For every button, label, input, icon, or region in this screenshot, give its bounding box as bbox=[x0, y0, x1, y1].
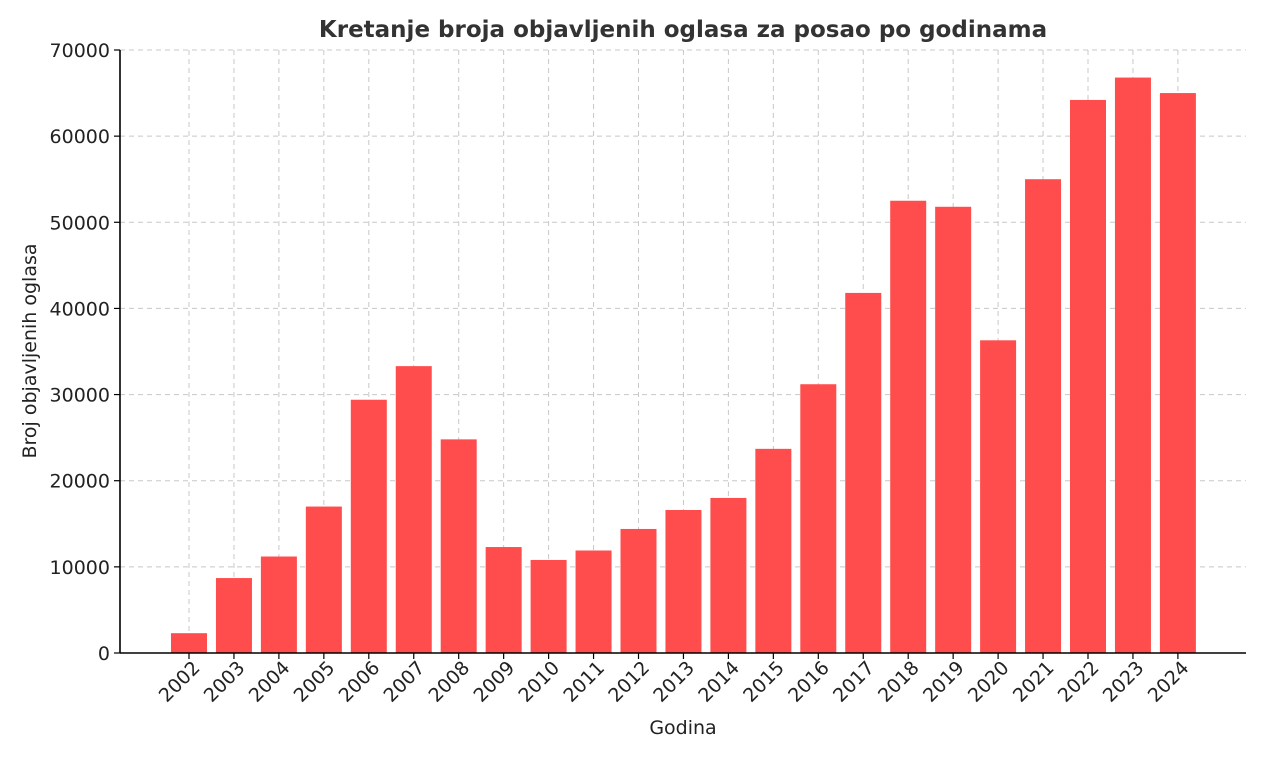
x-tick-label: 2008 bbox=[424, 657, 474, 707]
bar bbox=[1159, 93, 1196, 654]
bar bbox=[1114, 77, 1151, 653]
bar bbox=[440, 439, 477, 653]
y-tick-label: 60000 bbox=[50, 126, 110, 148]
chart-title: Kretanje broja objavljenih oglasa za pos… bbox=[319, 17, 1047, 43]
y-axis-label: Broj objavljenih oglasa bbox=[19, 243, 41, 458]
x-tick-label: 2005 bbox=[290, 657, 340, 707]
x-tick-label: 2014 bbox=[694, 657, 744, 707]
x-tick-label: 2006 bbox=[335, 657, 385, 707]
y-ticks: 0 10000 20000 30000 40000 50000 60000 70000 bbox=[50, 40, 120, 665]
bars bbox=[171, 77, 1196, 654]
x-tick-label: 2004 bbox=[245, 657, 295, 707]
bar bbox=[395, 366, 432, 653]
x-tick-label: 2016 bbox=[784, 657, 834, 707]
x-tick-label: 2003 bbox=[200, 657, 250, 707]
bar bbox=[350, 399, 387, 653]
bar bbox=[171, 633, 207, 653]
x-tick-label: 2009 bbox=[469, 657, 519, 707]
x-tick-label: 2015 bbox=[739, 657, 789, 707]
x-tick-label: 2023 bbox=[1099, 657, 1149, 707]
bar bbox=[890, 200, 927, 653]
x-tick-label: 2018 bbox=[874, 657, 924, 707]
bar bbox=[530, 559, 567, 653]
x-tick-label: 2007 bbox=[380, 657, 430, 707]
x-tick-label: 2011 bbox=[559, 657, 609, 707]
bar bbox=[755, 448, 792, 653]
y-tick-label: 0 bbox=[98, 643, 110, 665]
bar bbox=[215, 578, 252, 653]
bar bbox=[1070, 99, 1106, 653]
x-axis-label: Godina bbox=[649, 717, 716, 739]
x-tick-label: 2010 bbox=[514, 657, 564, 707]
bar bbox=[665, 510, 702, 653]
y-tick-label: 20000 bbox=[50, 471, 110, 493]
y-tick-label: 10000 bbox=[50, 557, 110, 579]
x-ticks: 2002200320042005200620072008200920102011… bbox=[155, 653, 1194, 707]
y-tick-label: 40000 bbox=[50, 298, 110, 320]
y-tick-label: 30000 bbox=[50, 385, 110, 407]
bar bbox=[935, 206, 972, 653]
bar bbox=[305, 506, 342, 653]
bar bbox=[260, 556, 297, 653]
x-tick-label: 2019 bbox=[919, 657, 969, 707]
y-tick-label: 70000 bbox=[50, 40, 110, 62]
x-tick-label: 2022 bbox=[1054, 657, 1104, 707]
bar bbox=[620, 528, 657, 653]
bar bbox=[845, 292, 882, 653]
x-tick-label: 2002 bbox=[155, 657, 205, 707]
x-tick-label: 2013 bbox=[649, 657, 699, 707]
bar bbox=[980, 340, 1017, 653]
bar bbox=[1025, 179, 1062, 653]
x-tick-label: 2017 bbox=[829, 657, 879, 707]
x-tick-label: 2024 bbox=[1144, 657, 1194, 707]
grid bbox=[120, 49, 1246, 654]
bar bbox=[575, 550, 612, 653]
x-tick-label: 2020 bbox=[964, 657, 1014, 707]
x-tick-label: 2021 bbox=[1009, 657, 1059, 707]
bar bbox=[710, 497, 747, 653]
bar bbox=[800, 384, 837, 653]
x-tick-label: 2012 bbox=[604, 657, 654, 707]
bar bbox=[485, 547, 522, 653]
y-tick-label: 50000 bbox=[50, 212, 110, 234]
